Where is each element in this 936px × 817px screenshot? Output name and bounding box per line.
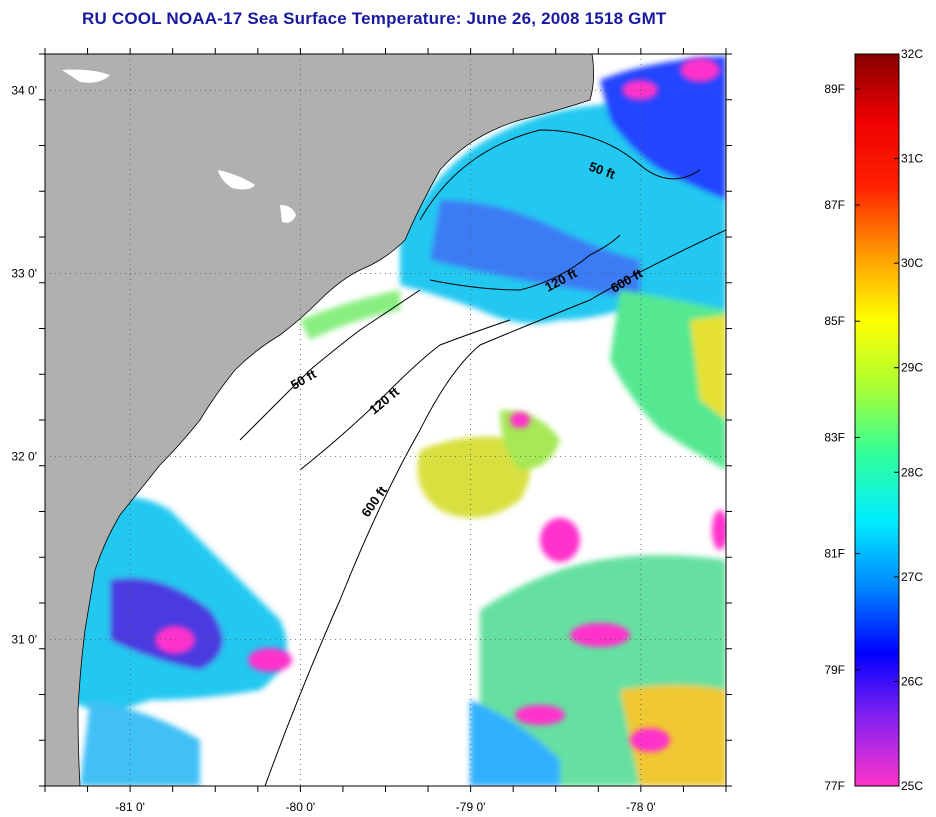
contour-600ft [264, 229, 726, 786]
lon-tick-label: -81 0' [115, 800, 145, 814]
island-1 [218, 170, 255, 190]
lon-tick-label: -80 0' [286, 800, 316, 814]
colorbar-label-fahrenheit: 89F [824, 82, 845, 96]
sst-patch-east-yellow [690, 315, 726, 420]
sst-patch-north-mid [430, 200, 640, 300]
colorbar-label-fahrenheit: 79F [824, 663, 845, 677]
colorbar-label-celsius: 29C [901, 361, 923, 375]
colorbar: 32C 31C 30C 29C 28C 27C 26C 25C 89F 87F 85F 83F 81F 7… [824, 47, 923, 793]
colorbar-label-celsius: 26C [901, 674, 923, 688]
contour-120ft [299, 234, 621, 471]
sst-cold-spots [155, 58, 726, 752]
colorbar-label-celsius: 30C [901, 256, 923, 270]
island-3 [62, 69, 110, 83]
contour-50ft-south [239, 289, 421, 441]
land-mass [45, 54, 594, 786]
lat-tick-label: 32 0' [11, 450, 37, 464]
sst-patch-southeast-yellow [620, 685, 726, 786]
colorbar-label-celsius: 25C [901, 779, 923, 793]
sst-patch-coast-strip [300, 290, 400, 340]
colorbar-label-celsius: 28C [901, 465, 923, 479]
colorbar-label-celsius: 31C [901, 152, 923, 166]
map-area: 50 ft 50 ft 120 ft 120 ft 600 ft 600 ft [45, 54, 726, 786]
sst-patch-southeast-blue [470, 700, 560, 786]
graticule [45, 54, 726, 786]
sst-patches [60, 56, 726, 786]
colorbar-label-fahrenheit: 83F [824, 430, 845, 444]
contour-50ft-north [419, 129, 701, 221]
lat-tick-label: 33 0' [11, 267, 37, 281]
sst-patch-west-purple [110, 578, 223, 670]
depth-contours [239, 129, 726, 786]
map-title: RU COOL NOAA-17 Sea Surface Temperature:… [82, 9, 667, 28]
lon-tick-label: -78 0' [626, 800, 656, 814]
island-2 [280, 205, 296, 223]
colorbar-frame [854, 53, 900, 787]
lat-tick-label: 31 0' [11, 633, 37, 647]
colorbar-label-fahrenheit: 77F [824, 779, 845, 793]
lon-tick-label: -79 0' [456, 800, 486, 814]
colorbar-label-fahrenheit: 87F [824, 198, 845, 212]
colorbar-label-celsius: 27C [901, 570, 923, 584]
colorbar-label-fahrenheit: 85F [824, 314, 845, 328]
sst-patch-west-south [80, 700, 200, 786]
colorbar-label-celsius: 32C [901, 47, 923, 61]
lat-tick-label: 34 0' [11, 84, 37, 98]
axis-ticks [39, 48, 732, 792]
colorbar-ramp [855, 54, 899, 786]
colorbar-label-fahrenheit: 81F [824, 547, 845, 561]
